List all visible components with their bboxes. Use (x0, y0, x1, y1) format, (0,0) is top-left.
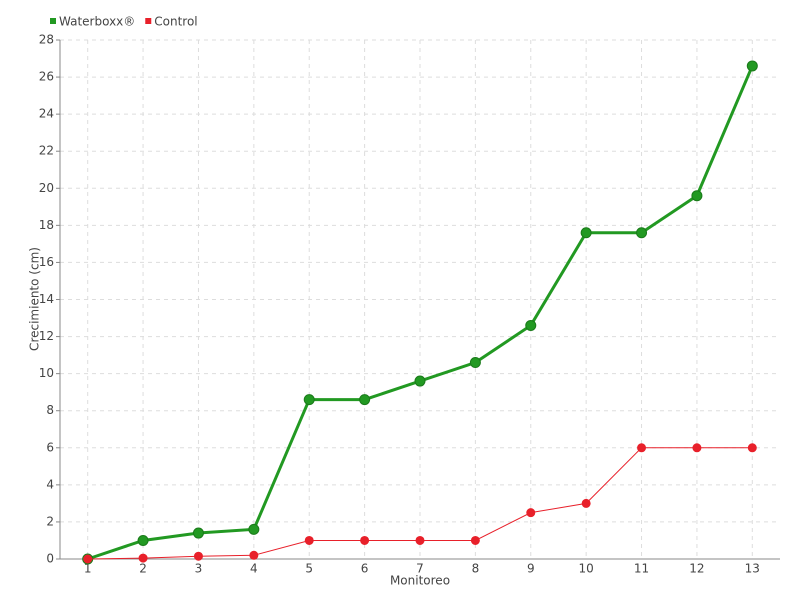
data-point (83, 554, 93, 564)
data-point (525, 319, 537, 331)
data-point (692, 443, 702, 453)
data-point (249, 550, 259, 560)
data-point (580, 227, 592, 239)
y-tick-label: 10 (39, 366, 54, 380)
x-tick-label: 5 (305, 562, 313, 576)
data-point (137, 534, 149, 546)
y-tick-label: 12 (39, 329, 54, 343)
data-point (747, 443, 757, 453)
data-point (526, 508, 536, 518)
data-point (360, 535, 370, 545)
data-point (637, 443, 647, 453)
x-tick-label: 13 (745, 562, 760, 576)
data-point (304, 535, 314, 545)
y-tick-label: 0 (46, 552, 54, 566)
data-point (248, 523, 260, 535)
data-point (581, 498, 591, 508)
y-tick-label: 26 (39, 70, 54, 84)
legend-swatch (50, 18, 56, 24)
data-point (746, 60, 758, 72)
x-tick-label: 11 (634, 562, 649, 576)
y-tick-label: 18 (39, 218, 54, 232)
x-tick-label: 6 (361, 562, 369, 576)
data-point (469, 357, 481, 369)
y-tick-label: 24 (39, 107, 54, 121)
legend-label: Control (154, 15, 197, 29)
y-tick-label: 4 (46, 477, 54, 491)
x-tick-label: 7 (416, 562, 424, 576)
data-point (691, 190, 703, 202)
y-tick-label: 8 (46, 403, 54, 417)
x-tick-label: 8 (472, 562, 480, 576)
data-point (138, 553, 148, 563)
x-tick-label: 3 (195, 562, 203, 576)
y-tick-label: 22 (39, 144, 54, 158)
y-tick-label: 28 (39, 33, 54, 47)
legend-label: Waterboxx® (59, 15, 135, 29)
data-point (415, 535, 425, 545)
data-point (414, 375, 426, 387)
x-tick-label: 10 (579, 562, 594, 576)
y-tick-label: 16 (39, 255, 54, 269)
x-tick-label: 2 (139, 562, 147, 576)
data-point (470, 535, 480, 545)
y-tick-label: 2 (46, 514, 54, 528)
x-tick-label: 1 (84, 562, 92, 576)
y-axis-label: Crecimiento (cm) (28, 247, 42, 351)
x-tick-label: 9 (527, 562, 535, 576)
y-tick-label: 14 (39, 292, 54, 306)
data-point (193, 551, 203, 561)
x-tick-label: 4 (250, 562, 258, 576)
x-tick-label: 12 (689, 562, 704, 576)
legend-swatch (145, 18, 152, 24)
x-axis-label: Monitoreo (390, 574, 450, 588)
data-point (636, 227, 648, 239)
y-tick-label: 20 (39, 181, 54, 195)
data-point (303, 394, 315, 406)
data-point (359, 394, 371, 406)
y-tick-label: 6 (46, 440, 54, 454)
data-point (192, 527, 204, 539)
